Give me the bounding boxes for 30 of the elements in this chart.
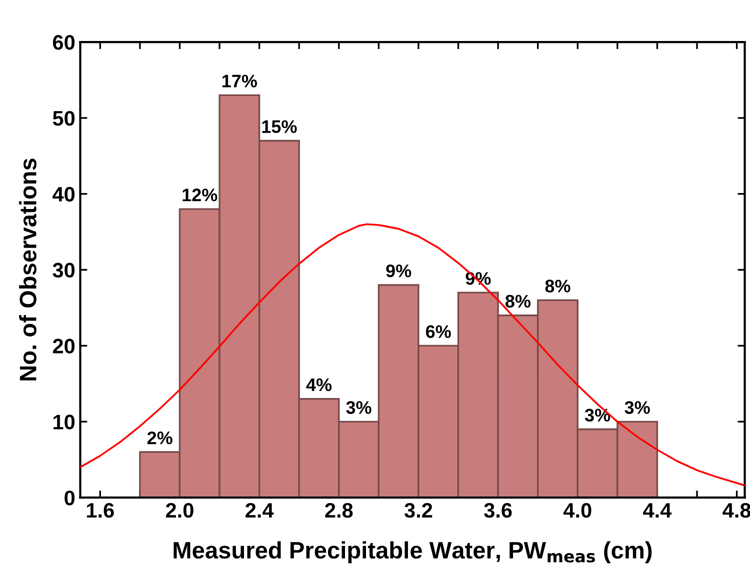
x-tick-label: 2.8 <box>325 502 353 518</box>
x-tick-label: 2.0 <box>166 502 194 518</box>
annotation: 8% <box>545 280 570 292</box>
annotation: 15% <box>262 120 297 134</box>
annotation: 9% <box>386 264 412 278</box>
annotation: 4% <box>306 378 332 392</box>
y-tick-label: 60 <box>52 35 75 50</box>
annotation: 3% <box>346 401 372 414</box>
x-tick-label: 1.6 <box>86 502 114 518</box>
annotation: 8% <box>505 294 531 308</box>
y-axis-title: No. of Observations <box>19 158 36 380</box>
annotation: 2% <box>147 431 172 444</box>
annotation: 6% <box>426 325 451 338</box>
x-axis-title: Measured Precipitable Water, PW$_{meas}$ (cm) <box>174 541 652 564</box>
line-series <box>80 223 745 486</box>
y-tick-label: 0 <box>64 490 75 506</box>
y-tick-label: 40 <box>52 186 75 202</box>
y-tick-label: 30 <box>52 262 75 278</box>
y-tick-label: 10 <box>54 414 75 430</box>
x-tick-label: 3.6 <box>484 502 512 518</box>
x-tick-label: 4.0 <box>563 502 592 518</box>
annotation: 3% <box>624 401 650 414</box>
x-tick-label: 3.2 <box>404 502 432 518</box>
annotation: 12% <box>182 188 218 202</box>
annotation: 3% <box>584 408 610 422</box>
annotation: 17% <box>222 74 258 88</box>
y-tick-label: 50 <box>52 110 75 126</box>
y-tick-label: 20 <box>52 338 75 354</box>
x-tick-label: 4.4 <box>643 503 672 518</box>
x-tick-label: 2.4 <box>246 502 274 518</box>
